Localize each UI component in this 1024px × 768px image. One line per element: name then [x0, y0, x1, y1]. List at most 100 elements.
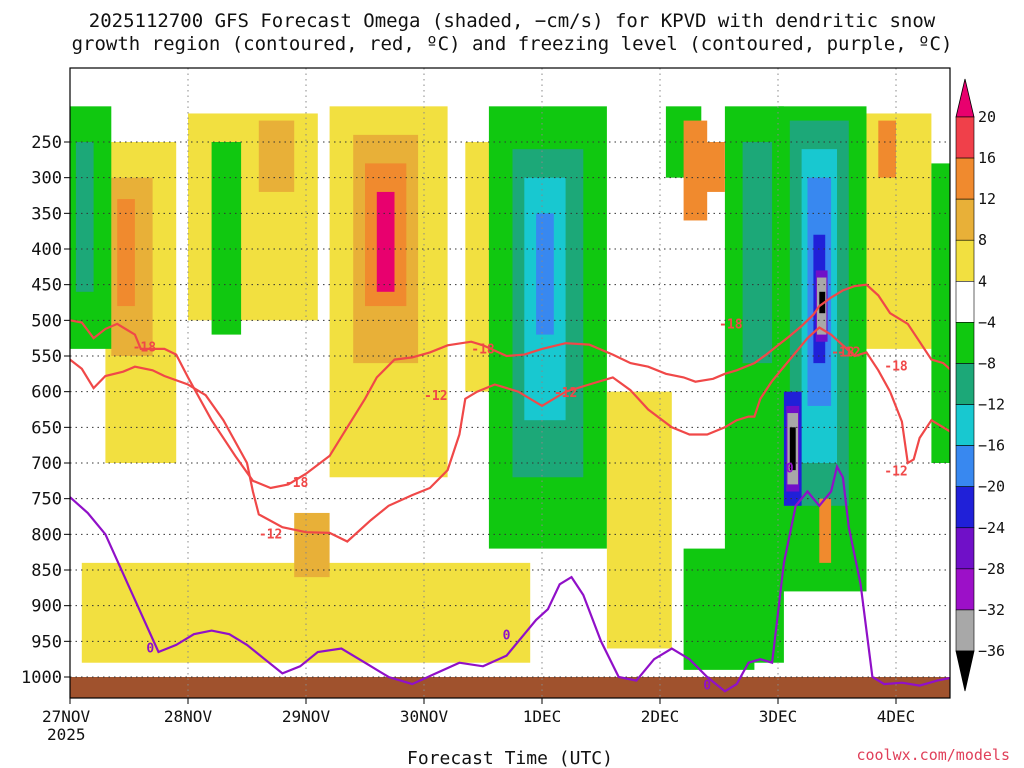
colorbar-band-5: [955, 281, 975, 323]
colorbar-label-10: −24: [978, 519, 1005, 537]
y-tick-label-12: 850: [31, 561, 62, 581]
omega-region-34: [789, 427, 796, 471]
omega-region-13: [75, 142, 94, 292]
colorbar-label-9: −20: [978, 478, 1005, 496]
contour-label-0: -18: [133, 340, 157, 355]
credit-link[interactable]: coolwx.com/models: [856, 746, 1010, 764]
contour-label-7: -12: [424, 389, 447, 404]
x-tick-label-0: 27NOV: [42, 707, 91, 726]
contour-2: [70, 463, 950, 693]
colorbar-label-13: −36: [978, 642, 1005, 660]
terrain-band: [70, 677, 950, 698]
y-tick-label-7: 600: [31, 383, 62, 403]
contour-label-2: -18: [471, 343, 495, 358]
contour-label-3: -18: [719, 318, 743, 333]
colorbar-band-8: [955, 404, 975, 446]
colorbar-band-4: [955, 239, 975, 282]
contour-label-14: 0: [786, 462, 794, 477]
colorbar-band-13: [955, 609, 975, 652]
x-tick-label-2: 29NOV: [282, 707, 331, 726]
contour-label-8: -12: [554, 386, 577, 401]
grid-lines: [70, 68, 950, 698]
y-tick-label-1: 300: [31, 169, 62, 189]
contour-label-11: 0: [146, 641, 154, 656]
y-tick-label-4: 450: [31, 276, 62, 296]
colorbar-label-3: 8: [978, 231, 987, 249]
omega-region-41: [819, 498, 832, 563]
omega-region-19: [606, 391, 672, 649]
chart-title-line-1: 2025112700 GFS Forecast Omega (shaded, −…: [88, 10, 936, 32]
omega-region-11: [294, 512, 330, 578]
y-tick-label-13: 900: [31, 597, 62, 617]
colorbar-band-10: [955, 486, 975, 529]
contour-label-5: -18: [884, 360, 908, 375]
colorbar-label-12: −32: [978, 601, 1005, 619]
colorbar-band-6: [955, 322, 975, 364]
omega-region-18: [536, 213, 554, 335]
omega-region-39: [878, 120, 896, 178]
omega-region-14: [211, 142, 242, 335]
colorbar-bottom-arrow: [955, 650, 975, 692]
colorbar: 20 16 12 8 4 −4 −8 −12 −16 −20 −24 −28 −32 −36: [955, 78, 1005, 692]
omega-region-4: [258, 120, 295, 192]
omega-region-21: [683, 120, 708, 221]
colorbar-label-0: 20: [978, 108, 996, 126]
omega-region-8: [376, 191, 395, 292]
contour-0: [70, 283, 950, 490]
y-tick-label-0: 250: [31, 133, 62, 153]
colorbar-band-2: [955, 157, 975, 200]
omega-region-24: [742, 142, 773, 364]
contour-label-9: -12: [837, 345, 860, 360]
x-tick-label-4: 1DEC: [523, 707, 562, 726]
omega-region-3: [188, 113, 318, 321]
contour-lines: [70, 283, 950, 693]
colorbar-label-8: −16: [978, 437, 1005, 455]
y-tick-label-6: 550: [31, 347, 62, 367]
y-tick-label-9: 700: [31, 454, 62, 474]
y-tick-label-11: 800: [31, 525, 62, 545]
x-tick-label-3: 30NOV: [400, 707, 449, 726]
omega-shading: [70, 106, 950, 670]
colorbar-band-11: [955, 527, 975, 570]
contour-label-10: -12: [884, 465, 907, 480]
omega-region-2: [117, 199, 135, 307]
omega-region-37: [819, 291, 826, 314]
contour-label-4: -18: [831, 345, 855, 360]
colorbar-label-4: 4: [978, 272, 987, 290]
colorbar-band-3: [955, 198, 975, 241]
colorbar-label-1: 16: [978, 149, 996, 167]
colorbar-label-6: −8: [978, 354, 996, 372]
colorbar-band-1: [955, 116, 975, 159]
omega-region-40: [931, 163, 950, 463]
x-tick-label-1: 28NOV: [164, 707, 213, 726]
x-tick-label-6: 3DEC: [759, 707, 798, 726]
x-tick-label-5: 2DEC: [641, 707, 680, 726]
colorbar-label-7: −12: [978, 396, 1005, 414]
y-tick-label-2: 350: [31, 204, 62, 224]
y-tick-label-15: 1000: [21, 668, 62, 688]
chart-title-line-2: growth region (contoured, red, ºC) and f…: [71, 33, 953, 55]
contour-label-6: -12: [259, 527, 282, 542]
colorbar-band-12: [955, 568, 975, 611]
terrain-fill: [70, 677, 950, 698]
y-tick-label-5: 500: [31, 311, 62, 331]
colorbar-band-9: [955, 445, 975, 487]
contour-label-12: 0: [503, 629, 511, 644]
colorbar-label-5: −4: [978, 313, 996, 331]
x-tick-sublabel-0: 2025: [47, 725, 86, 744]
contour-1: [70, 326, 950, 543]
x-axis-label: Forecast Time (UTC): [407, 748, 613, 768]
y-tick-label-8: 650: [31, 418, 62, 438]
colorbar-band-7: [955, 363, 975, 405]
y-tick-label-3: 400: [31, 240, 62, 260]
contour-label-13: 0: [703, 679, 711, 694]
y-tick-label-14: 950: [31, 632, 62, 652]
colorbar-top-arrow: [955, 78, 975, 118]
omega-region-38: [866, 113, 932, 349]
y-axis: 250 300 350 400 450 500 550 600 650 700 750 800 850 9…: [21, 133, 70, 688]
colorbar-label-2: 12: [978, 190, 996, 208]
contour-label-1: -18: [285, 476, 309, 491]
